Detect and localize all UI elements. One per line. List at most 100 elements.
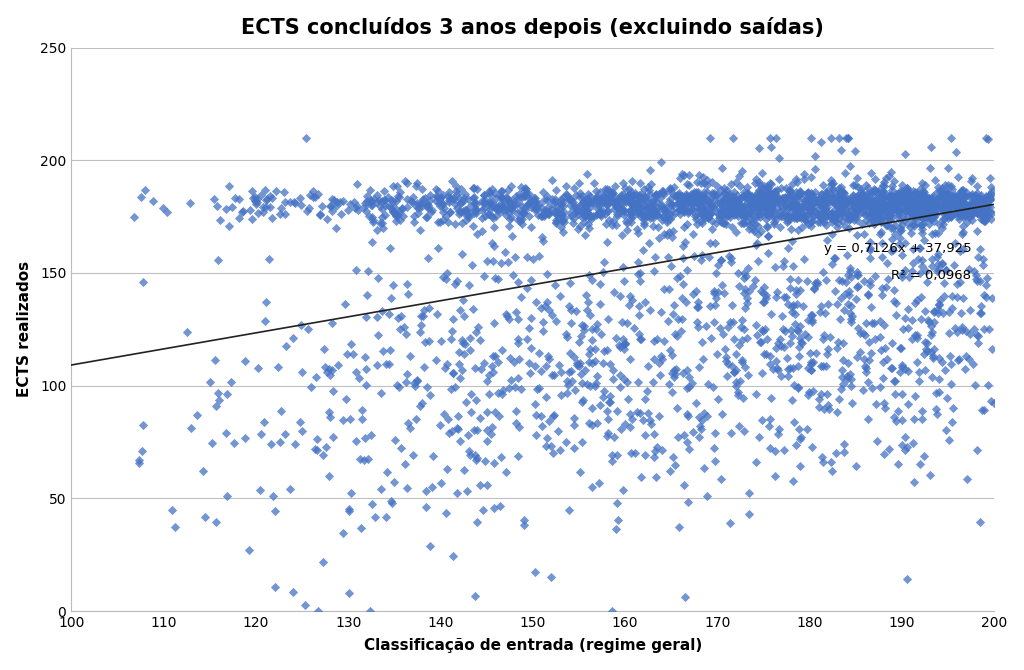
Point [457,205,473,216]
Point [384,205,400,216]
Point [493,192,509,203]
Point [722,208,738,219]
Point [768,292,784,303]
Point [776,208,793,219]
Point [244,214,260,224]
Point [850,182,866,192]
Point [527,192,544,203]
Point [563,305,580,316]
Point [811,193,827,204]
Point [649,442,666,452]
Point [662,465,678,476]
Point [726,187,742,198]
Point [912,184,929,194]
Point [601,214,617,225]
Point [580,218,596,229]
Point [691,199,708,210]
Point [692,421,709,431]
Point [579,197,595,208]
Point [484,238,501,249]
Point [772,333,788,344]
Point [574,378,591,389]
Point [897,198,913,209]
Point [864,383,881,393]
Point [919,212,935,222]
Point [743,192,760,202]
Point [694,250,711,261]
Point [914,202,931,212]
Point [951,204,968,215]
Text: y = 0,7126x + 37,925: y = 0,7126x + 37,925 [823,242,971,255]
Point [645,213,662,224]
Point [788,325,805,336]
Point [667,365,683,376]
Point [473,213,489,224]
Point [580,208,596,218]
Point [577,210,593,221]
Point [759,222,775,232]
Point [869,202,886,213]
Point [182,423,199,433]
Point [924,192,940,202]
Point [892,226,908,237]
Point [885,202,901,213]
Point [611,202,628,212]
Point [632,207,648,218]
Point [751,208,767,219]
Point [906,196,923,207]
Point [465,183,481,194]
Point [636,184,652,195]
Point [824,217,841,228]
Point [287,439,303,450]
Point [849,202,865,213]
Point [674,196,690,207]
Point [553,194,569,204]
Point [647,446,664,456]
Point [754,415,770,425]
Point [589,192,605,202]
Point [435,203,452,214]
Point [787,289,804,299]
Point [950,204,967,214]
Point [731,200,748,210]
Point [964,172,980,183]
Point [944,195,961,206]
Point [925,209,941,220]
Point [377,200,393,210]
Point [829,407,846,417]
Point [934,204,950,214]
Point [734,315,751,326]
Point [927,197,943,208]
Point [691,431,708,442]
Point [763,202,779,212]
Point [849,281,865,292]
Point [573,206,590,217]
Point [880,214,896,224]
Point [905,208,922,219]
Point [672,194,688,204]
Point [915,204,932,215]
Point [953,322,970,332]
Point [652,370,669,381]
Point [751,198,767,208]
Point [816,202,833,213]
Point [514,192,530,202]
Point [857,362,873,373]
Point [794,221,810,232]
Point [939,199,955,210]
Point [847,210,863,220]
Point [421,302,437,313]
Point [962,210,978,221]
Point [674,191,690,202]
Point [777,292,794,303]
Point [802,205,818,216]
Point [919,195,935,206]
Point [813,137,829,147]
Point [800,202,816,212]
Point [814,211,830,222]
Point [589,371,605,382]
Point [962,202,978,213]
Point [803,133,819,143]
Point [802,207,818,218]
Point [583,190,599,201]
